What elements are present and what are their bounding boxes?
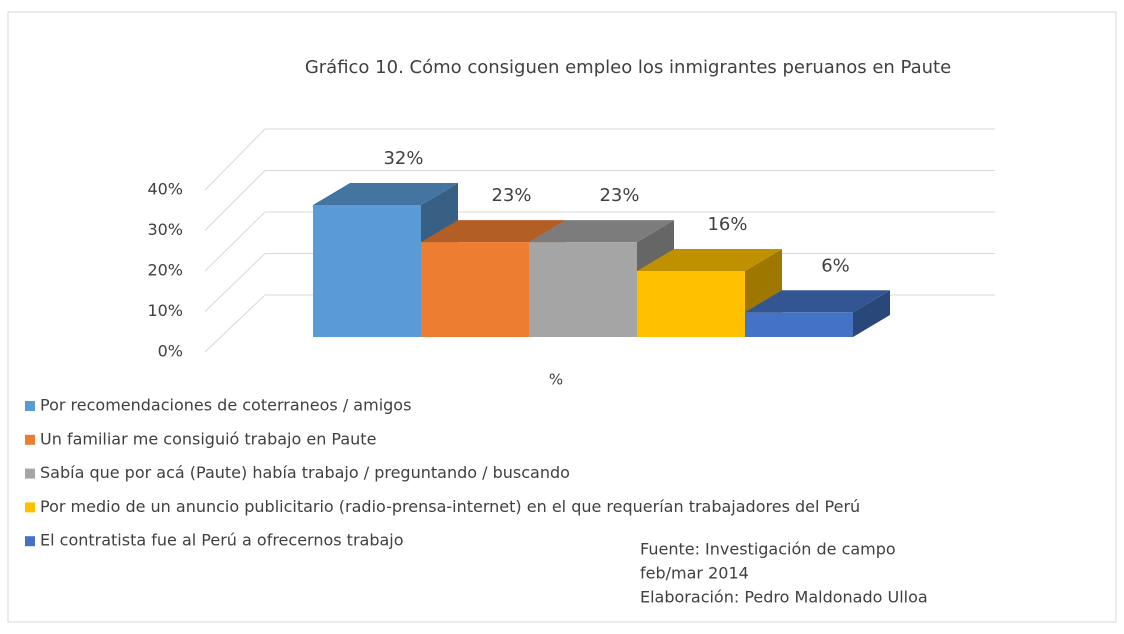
bar-front xyxy=(745,312,853,337)
y-tick-label: 40% xyxy=(147,180,183,199)
legend-swatch xyxy=(25,434,35,445)
bar xyxy=(745,290,890,337)
data-label: 6% xyxy=(821,255,850,276)
source-text: feb/mar 2014 xyxy=(640,564,749,583)
source-text: Elaboración: Pedro Maldonado Ulloa xyxy=(640,588,928,607)
source-text: Fuente: Investigación de campo xyxy=(640,540,896,559)
chart-border xyxy=(7,11,1117,623)
data-label: 23% xyxy=(599,185,639,206)
bar-front xyxy=(637,271,745,337)
bar-front xyxy=(529,242,637,337)
grid-line xyxy=(204,170,995,231)
bar-top xyxy=(745,290,890,313)
bar-top xyxy=(637,249,782,271)
data-label: 32% xyxy=(383,148,423,169)
chart-title: Gráfico 10. Cómo consiguen empleo los in… xyxy=(305,57,951,78)
y-tick-label: 10% xyxy=(147,301,183,320)
bar-top xyxy=(529,220,674,243)
legend-label: Un familiar me consiguió trabajo en Paut… xyxy=(40,429,376,448)
bar-top xyxy=(313,183,458,205)
bar-side xyxy=(853,290,890,337)
data-label: 23% xyxy=(491,185,531,206)
y-tick-label: 30% xyxy=(147,220,183,239)
legend-swatch xyxy=(25,468,35,479)
legend-swatch xyxy=(25,401,35,411)
y-tick-label: 20% xyxy=(147,261,183,280)
grid-line xyxy=(204,211,995,272)
y-tick-label: 0% xyxy=(158,342,183,361)
bar-front xyxy=(421,242,529,337)
grid-line xyxy=(204,128,995,191)
bar-front xyxy=(313,205,421,337)
legend-label: El contratista fue al Perú a ofrecernos … xyxy=(40,531,404,550)
legend-label: Por medio de un anuncio publicitario (ra… xyxy=(40,497,860,516)
legend-swatch xyxy=(25,536,35,547)
x-tick-label: % xyxy=(549,371,563,389)
legend-swatch xyxy=(25,502,35,513)
legend-label: Sabía que por acá (Paute) había trabajo … xyxy=(40,463,570,482)
data-label: 16% xyxy=(707,214,747,235)
legend-label: Por recomendaciones de coterraneos / ami… xyxy=(40,396,411,415)
bar-top xyxy=(421,220,566,243)
